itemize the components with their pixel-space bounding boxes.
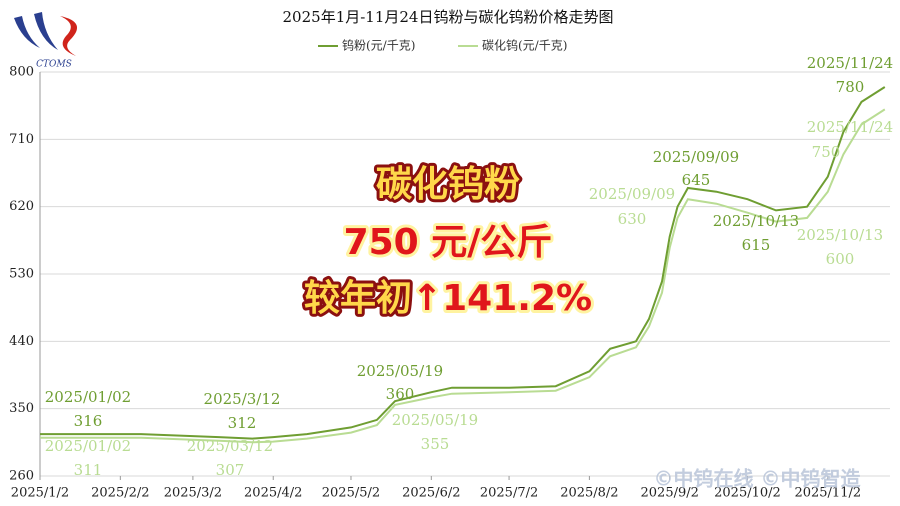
annotation-value: 316 bbox=[74, 412, 103, 430]
annotation-value: 615 bbox=[742, 236, 771, 254]
annotation-date: 2025/03/12 bbox=[187, 437, 273, 455]
x-tick-label: 2025/10/2 bbox=[714, 486, 781, 501]
annotation-value: 312 bbox=[228, 414, 257, 432]
change-prefix: 较年初 bbox=[304, 278, 412, 319]
annotation-date: 2025/05/19 bbox=[357, 362, 443, 380]
annotation-date: 2025/01/02 bbox=[45, 388, 131, 406]
annotation-value: 311 bbox=[74, 461, 103, 479]
annotation-value: 750 bbox=[812, 143, 841, 161]
series-line bbox=[40, 108, 886, 444]
y-tick-label: 620 bbox=[9, 199, 34, 214]
legend-label: 碳化钨(元/千克) bbox=[482, 38, 567, 53]
x-tick-label: 2025/2/2 bbox=[91, 486, 149, 501]
x-tick-label: 2025/4/2 bbox=[244, 486, 302, 501]
chart-title: 2025年1月-11月24日钨粉与碳化钨粉价格走势图 bbox=[283, 8, 614, 26]
headline-change: 较年初↑141.2% bbox=[304, 278, 592, 319]
annotation-value: 645 bbox=[682, 171, 711, 189]
annotation-date: 2025/09/09 bbox=[589, 185, 675, 203]
annotation-value: 360 bbox=[386, 385, 415, 403]
logo: CTOMS bbox=[14, 12, 78, 70]
x-tick-label: 2025/5/2 bbox=[322, 486, 380, 501]
headline-price: 750 元/公斤 bbox=[344, 222, 553, 263]
annotation-date: 2025/10/13 bbox=[713, 212, 799, 230]
headline-product: 碳化钨粉 bbox=[376, 164, 520, 205]
annotation-value: 630 bbox=[618, 210, 647, 228]
x-tick-label: 2025/6/2 bbox=[402, 486, 460, 501]
y-tick-label: 440 bbox=[9, 334, 34, 349]
annotation-date: 2025/3/12 bbox=[204, 390, 281, 408]
y-tick-label: 260 bbox=[9, 469, 34, 484]
x-tick-label: 2025/7/2 bbox=[480, 486, 538, 501]
x-tick-label: 2025/8/2 bbox=[560, 486, 618, 501]
annotation-date: 2025/01/02 bbox=[45, 437, 131, 455]
x-tick-label: 2025/11/2 bbox=[794, 486, 861, 501]
series-line bbox=[40, 86, 886, 440]
change-value: ↑141.2% bbox=[412, 278, 592, 319]
x-tick-label: 2025/1/2 bbox=[11, 486, 69, 501]
annotation-date: 2025/05/19 bbox=[392, 411, 478, 429]
y-tick-label: 530 bbox=[9, 267, 34, 282]
y-tick-label: 350 bbox=[9, 401, 34, 416]
annotation-value: 780 bbox=[836, 78, 865, 96]
x-tick-label: 2025/9/2 bbox=[641, 486, 699, 501]
annotation-date: 2025/11/24 bbox=[807, 54, 893, 72]
annotation-value: 355 bbox=[421, 435, 450, 453]
annotation-date: 2025/09/09 bbox=[653, 148, 739, 166]
annotation-date: 2025/11/24 bbox=[807, 118, 893, 136]
logo-text: CTOMS bbox=[36, 60, 72, 70]
annotation-value: 600 bbox=[826, 250, 855, 268]
legend-label: 钨粉(元/千克) bbox=[342, 38, 415, 53]
y-tick-label: 710 bbox=[9, 132, 34, 147]
y-tick-label: 800 bbox=[9, 65, 34, 80]
annotation-date: 2025/10/13 bbox=[797, 226, 883, 244]
watermark: ©中钨在线 ©中钨智造 bbox=[654, 467, 862, 491]
annotation-value: 307 bbox=[216, 461, 245, 479]
x-tick-label: 2025/3/2 bbox=[164, 486, 222, 501]
